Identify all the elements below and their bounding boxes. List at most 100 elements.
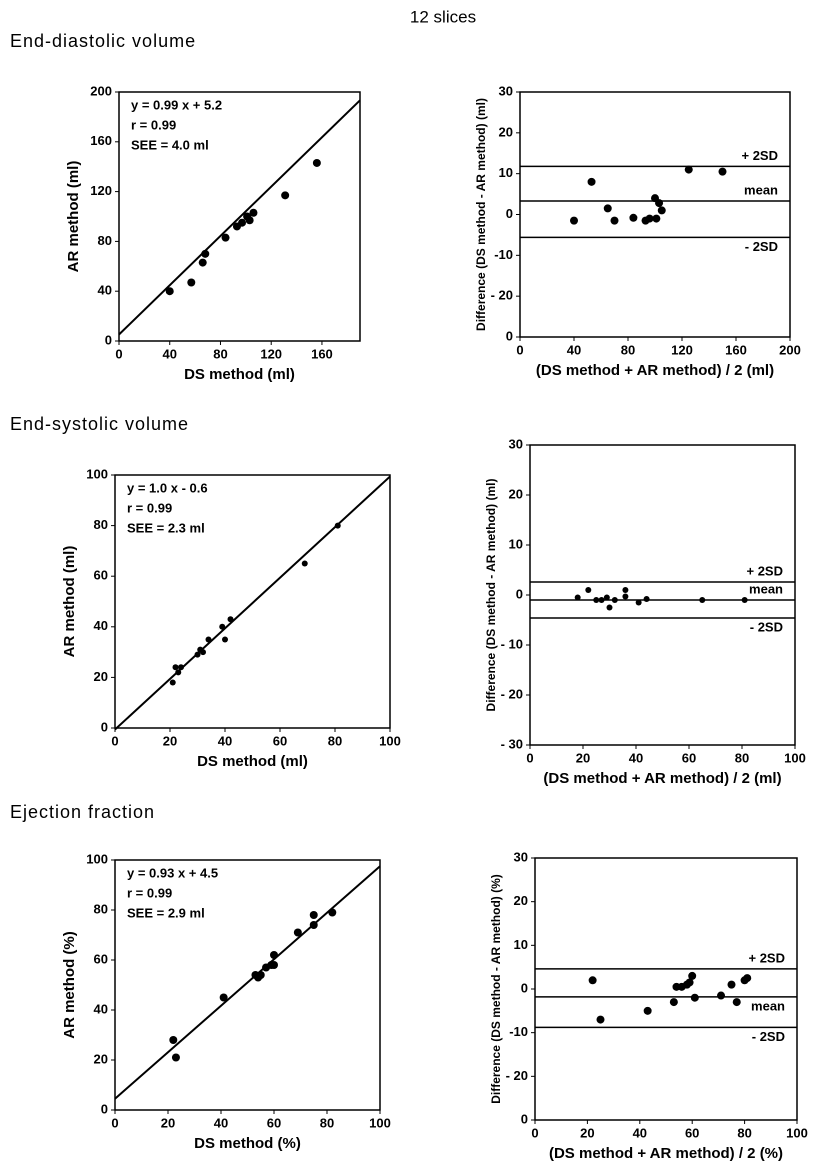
data-point [165,287,174,296]
x-tick-label: 40 [567,342,581,357]
data-point [309,911,318,919]
data-point [603,594,610,601]
y-tick-label: 30 [499,83,513,98]
y-tick-label: - 30 [501,736,523,751]
y-axis-label: Difference (DS method - AR method) (%) [489,874,503,1104]
data-point [685,978,694,987]
data-point [334,522,341,529]
data-point [652,214,661,223]
data-point [732,998,741,1007]
data-point [574,594,581,601]
reference-label: mean [744,182,778,197]
x-tick-label: 60 [682,750,696,765]
data-point [598,597,605,603]
data-point [655,199,664,208]
y-tick-label: 0 [506,206,513,221]
data-point [606,604,613,611]
data-point [643,596,650,602]
plot-frame [114,474,391,729]
y-tick-label: 30 [509,436,523,451]
data-point [635,599,642,606]
data-point [741,597,748,603]
data-point [596,1015,605,1024]
x-tick-label: 0 [516,342,523,357]
reference-label: mean [751,998,785,1013]
x-tick-label: 60 [685,1125,699,1140]
data-point [328,908,337,917]
x-tick-label: 100 [369,1115,391,1130]
x-tick-label: 60 [267,1115,281,1130]
x-axis-label: DS method (%) [194,1135,301,1152]
data-point [169,1036,178,1044]
x-tick-label: 80 [735,750,749,765]
y-tick-label: 0 [521,980,528,995]
section-title: Ejection fraction [10,802,155,822]
reference-label: + 2SD [742,148,779,163]
annotation: SEE = 2.9 ml [127,905,205,920]
x-tick-label: 0 [115,346,122,361]
data-point [200,649,206,656]
data-point [585,587,592,593]
y-tick-label: 80 [94,901,108,916]
x-axis-label: (DS method + AR method) / 2 (ml) [536,362,774,379]
plot-frame [118,91,361,342]
y-tick-label: 160 [90,133,112,148]
plot-frame [114,859,381,1111]
data-point [222,636,228,643]
y-tick-label: 20 [499,124,513,139]
data-point [309,921,318,929]
data-point [171,1053,180,1062]
y-tick-label: - 20 [506,1068,528,1083]
x-tick-label: 120 [260,346,282,361]
y-tick-label: - 10 [501,636,523,651]
x-tick-label: 40 [218,733,232,748]
data-point [622,587,629,593]
y-tick-label: 20 [509,486,523,501]
data-point [718,167,727,176]
regression-line [114,865,381,1100]
data-point [657,206,666,215]
y-tick-label: 20 [94,1051,108,1066]
y-tick-label: 100 [86,851,108,866]
data-point [699,597,706,603]
data-point [194,651,201,658]
data-point [588,976,597,985]
data-point [205,636,212,643]
x-tick-label: 0 [531,1125,538,1140]
y-axis-label: Difference (DS method - AR method) (ml) [474,98,488,331]
data-point [688,971,697,980]
data-point [587,177,596,186]
x-tick-label: 160 [725,342,747,357]
data-point [201,249,210,258]
reference-label: - 2SD [752,1029,785,1044]
x-tick-label: 40 [633,1125,647,1140]
data-point [293,928,302,937]
annotation: SEE = 4.0 ml [131,137,209,152]
section-title: End-diastolic volume [10,31,196,51]
data-point [645,214,654,223]
data-point [219,993,228,1002]
y-tick-label: -10 [494,247,513,262]
y-tick-label: 10 [499,165,513,180]
data-point [227,616,234,623]
data-point [256,971,265,979]
section-title: End-systolic volume [10,414,189,434]
y-tick-label: 0 [105,332,112,347]
y-tick-label: 0 [101,719,108,734]
y-axis-label: AR method (ml) [61,546,78,658]
x-tick-label: 0 [111,1115,118,1130]
data-point [593,597,600,603]
y-tick-label: 0 [506,328,513,343]
data-point [643,1006,652,1015]
data-point [249,208,258,217]
annotation: r = 0.99 [131,117,176,132]
x-tick-label: 100 [784,750,806,765]
x-tick-label: 20 [576,750,590,765]
x-tick-label: 80 [213,346,227,361]
x-tick-label: 80 [621,342,635,357]
data-point [717,991,726,1000]
x-tick-label: 100 [786,1125,808,1140]
data-point [312,158,321,167]
x-tick-label: 160 [311,346,333,361]
